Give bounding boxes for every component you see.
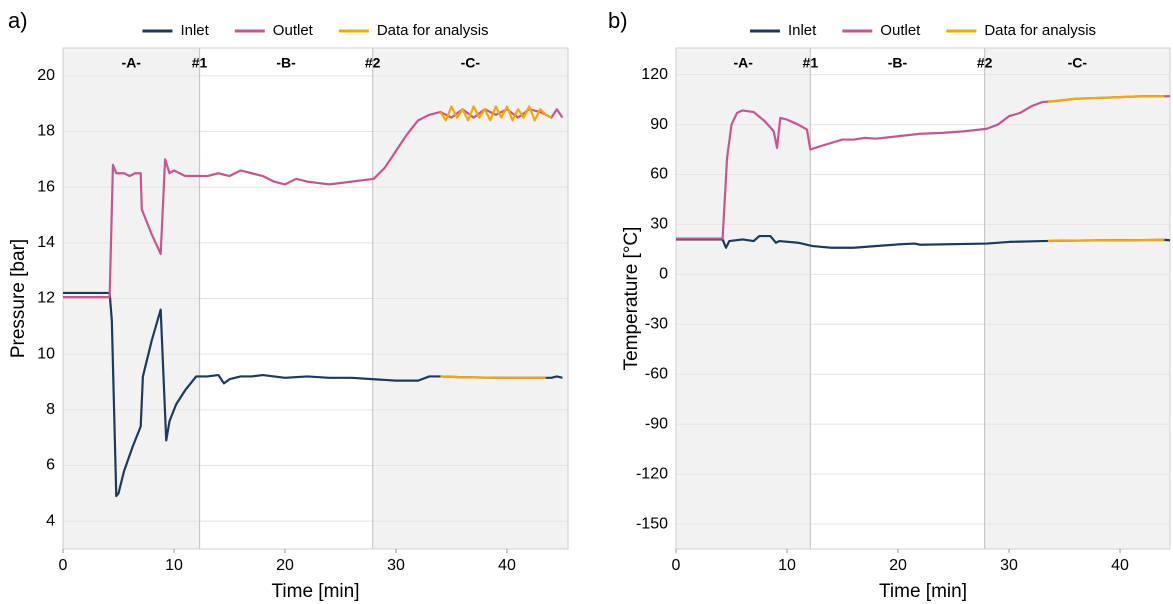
- x-tick-label: 30: [387, 557, 405, 574]
- legend: Inlet Outlet Data for analysis: [749, 22, 1096, 39]
- y-tick-label: 90: [650, 116, 668, 133]
- y-axis-title: Temperature [°C]: [621, 227, 642, 371]
- y-tick-label: -90: [645, 415, 668, 432]
- legend-label: Inlet: [788, 22, 817, 39]
- y-tick-label: -30: [645, 316, 668, 333]
- y-tick-label: 12: [37, 290, 55, 307]
- region-shade: [676, 48, 811, 549]
- series-line: [439, 105, 552, 379]
- region-label: -C-: [461, 55, 481, 71]
- legend-label: Inlet: [180, 22, 209, 39]
- panel-label: b): [608, 8, 628, 33]
- y-tick-label: -150: [636, 515, 668, 532]
- marker-label: #2: [365, 55, 381, 71]
- x-axis-title: Time [min]: [272, 581, 360, 602]
- legend: Inlet Outlet Data for analysis: [142, 22, 489, 39]
- panel-label: a): [8, 8, 28, 33]
- y-tick-label: 20: [37, 67, 55, 84]
- y-tick-label: 30: [650, 216, 668, 233]
- region-label: -B-: [276, 55, 296, 71]
- series-line: [1047, 95, 1165, 243]
- y-tick-label: 16: [37, 178, 55, 195]
- x-tick-label: 0: [672, 557, 681, 574]
- y-tick-label: 18: [37, 123, 55, 140]
- x-tick-label: 10: [778, 557, 796, 574]
- x-tick-label: 30: [1000, 557, 1018, 574]
- plot-frame: [675, 47, 1171, 550]
- region-label: -B-: [888, 55, 908, 71]
- marker-label: #1: [192, 55, 208, 71]
- x-tick-label: 40: [498, 557, 516, 574]
- region-label: -A-: [733, 55, 753, 71]
- y-tick-label: 10: [37, 345, 55, 362]
- y-tick-label: -120: [636, 465, 668, 482]
- x-tick-label: 0: [59, 557, 68, 574]
- y-tick-label: 4: [46, 512, 55, 529]
- y-tick-label: 6: [46, 457, 55, 474]
- region-label: -A-: [122, 55, 142, 71]
- y-tick-label: -60: [645, 365, 668, 382]
- region-label: -C-: [1068, 55, 1088, 71]
- y-tick-label: 14: [37, 234, 55, 251]
- region-shade: [984, 48, 1170, 549]
- x-tick-label: 20: [276, 557, 294, 574]
- legend-label: Data for analysis: [377, 22, 489, 39]
- x-tick-label: 40: [1111, 557, 1129, 574]
- marker-label: #2: [977, 55, 993, 71]
- legend-label: Outlet: [273, 22, 314, 39]
- plot-frame: [62, 47, 569, 550]
- y-tick-label: 0: [659, 266, 668, 283]
- y-tick-label: 120: [641, 66, 668, 83]
- legend-label: Data for analysis: [984, 22, 1096, 39]
- y-tick-label: 8: [46, 401, 55, 418]
- legend-label: Outlet: [880, 22, 921, 39]
- x-axis-title: Time [min]: [879, 581, 967, 602]
- x-tick-label: 20: [889, 557, 907, 574]
- y-tick-label: 60: [650, 166, 668, 183]
- y-axis-title: Pressure [bar]: [8, 239, 29, 358]
- marker-label: #1: [803, 55, 819, 71]
- x-tick-label: 10: [165, 557, 183, 574]
- series-line: [63, 108, 564, 299]
